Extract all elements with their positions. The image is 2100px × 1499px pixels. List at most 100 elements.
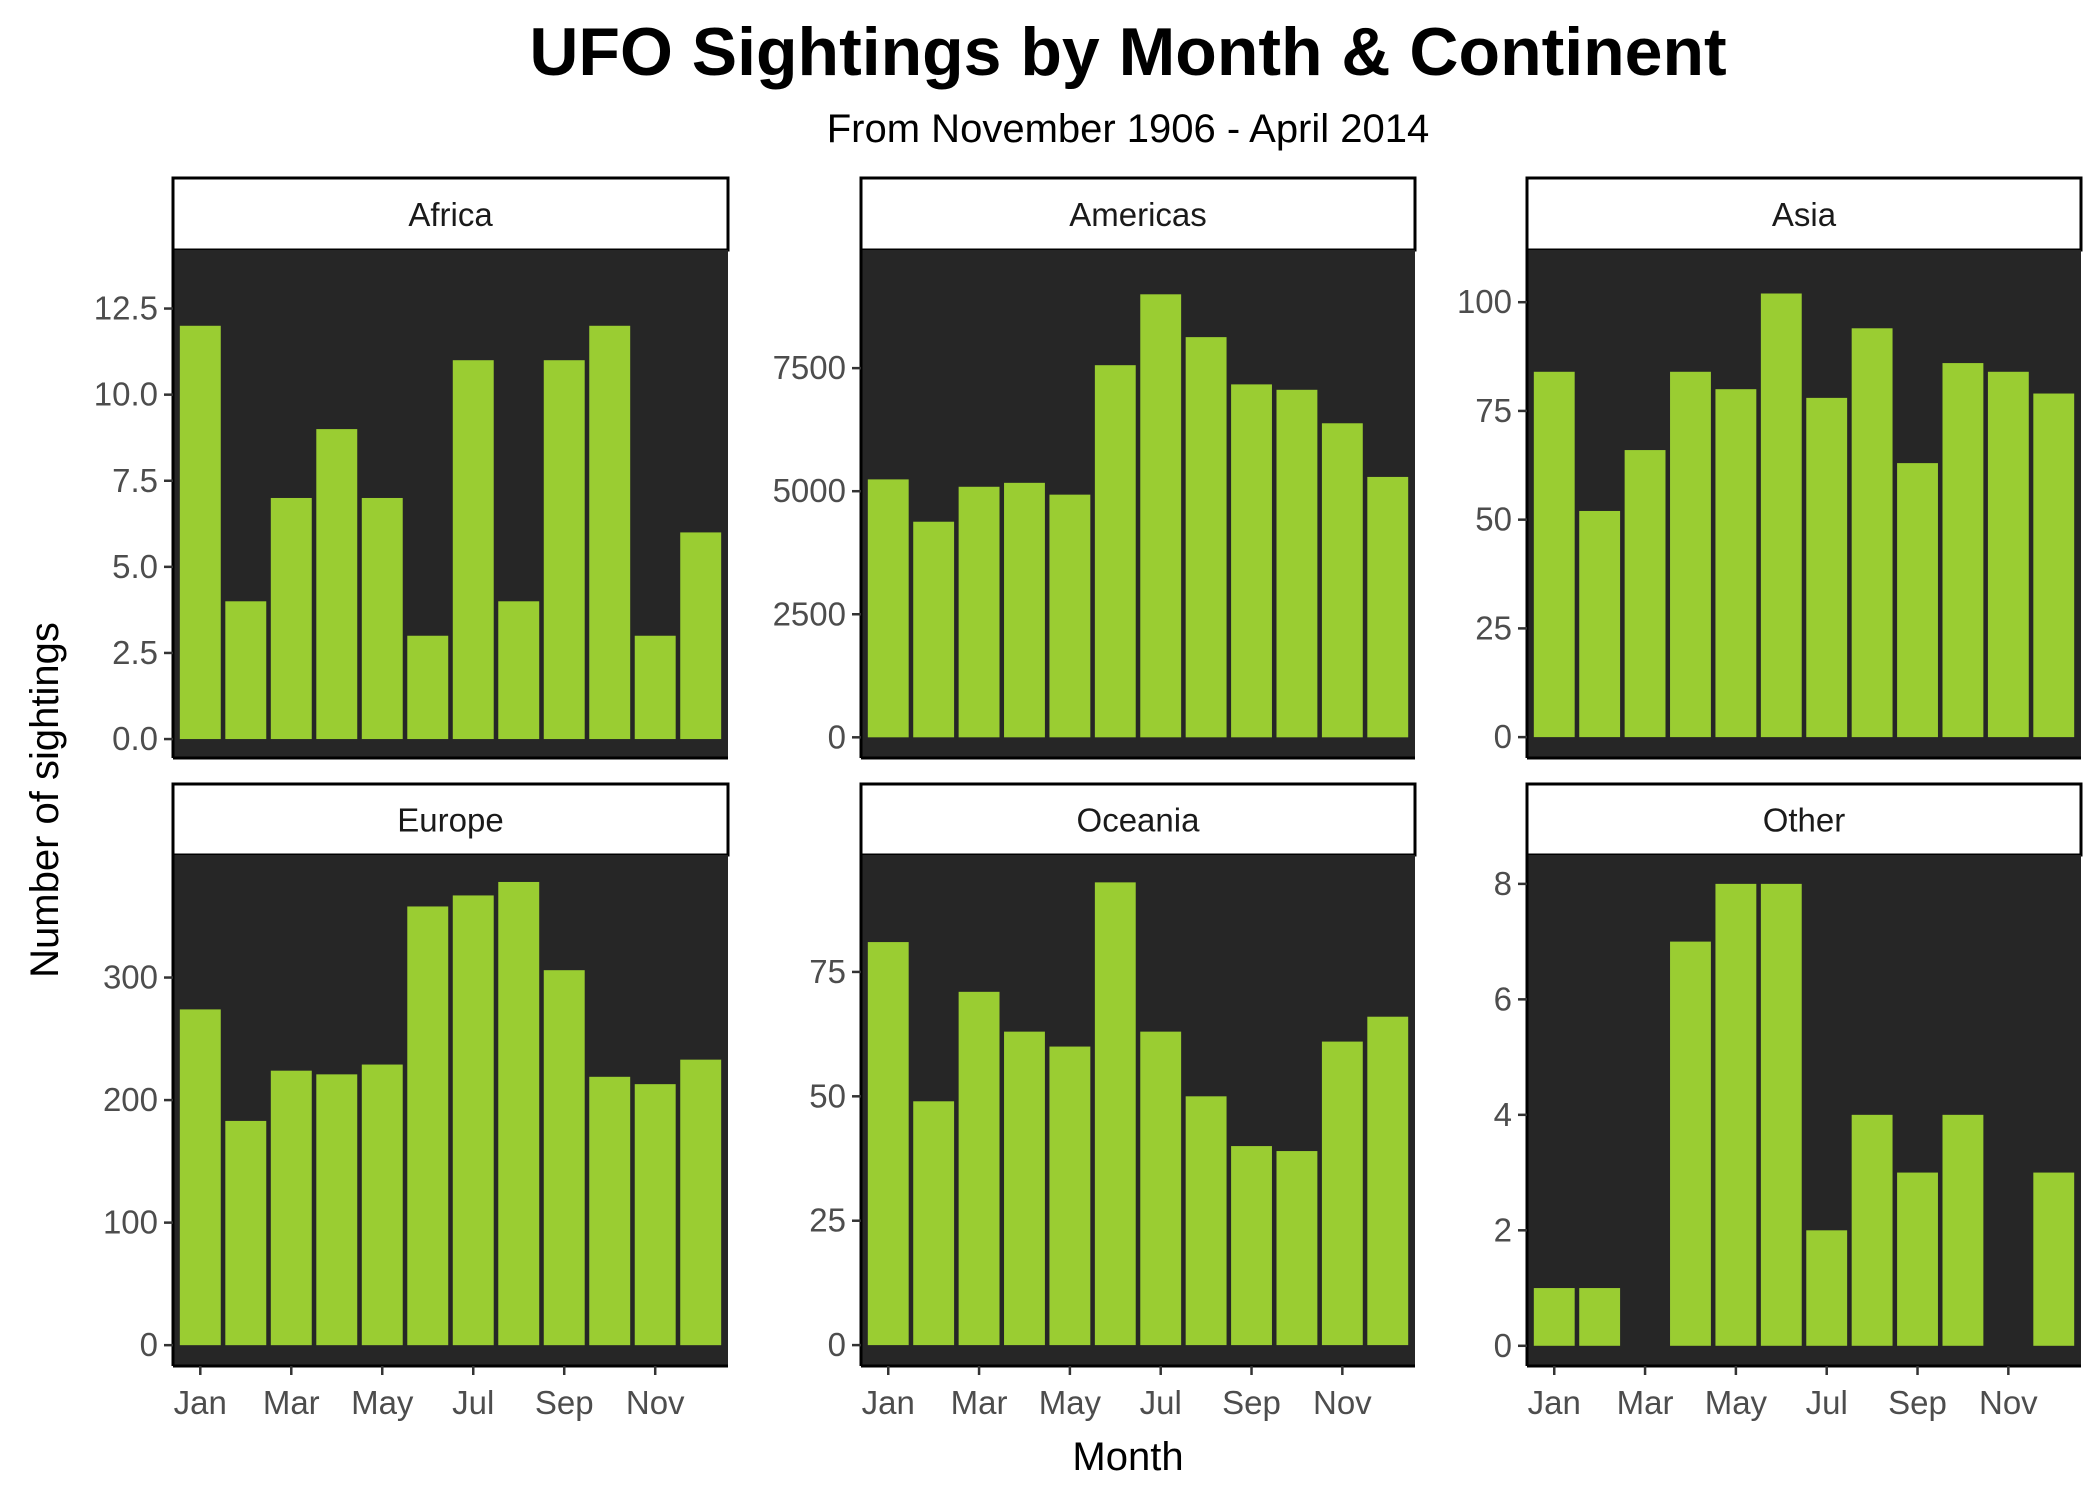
strip-other	[1525, 782, 2083, 857]
bar-americas-oct	[1276, 389, 1318, 738]
y-tick-label-europe: 100	[103, 1204, 158, 1241]
bar-other-sep	[1897, 1172, 1938, 1346]
x-tick-label-oceania: Jul	[1140, 1384, 1182, 1421]
strip-label-africa: Africa	[408, 196, 493, 233]
bar-other-apr	[1670, 941, 1711, 1346]
bar-other-feb	[1579, 1288, 1621, 1346]
y-tick-label-asia: 75	[1475, 392, 1512, 429]
y-tick-label-americas: 2500	[773, 595, 846, 632]
bar-americas-feb	[913, 521, 955, 738]
bar-asia-oct	[1942, 363, 1984, 738]
y-tick-label-africa: 7.5	[112, 462, 158, 499]
strip-europe	[171, 782, 730, 857]
y-tick-label-africa: 0.0	[112, 720, 158, 757]
bar-africa-oct	[589, 325, 631, 740]
bar-africa-jun	[407, 635, 449, 740]
bar-americas-aug	[1185, 337, 1227, 738]
bar-oceania-nov	[1321, 1041, 1363, 1346]
y-tick-label-other: 2	[1494, 1211, 1512, 1248]
x-tick-label-oceania: May	[1039, 1384, 1102, 1421]
x-tick-label-oceania: Mar	[951, 1384, 1008, 1421]
y-tick-label-asia: 50	[1475, 501, 1512, 538]
y-tick-label-oceania: 50	[809, 1077, 846, 1114]
panel-africa: Africa 0.0 2.5 5.0 7.5 10.0 12.5	[94, 176, 730, 760]
x-axis-title: Month	[1072, 1435, 1183, 1479]
bar-africa-apr	[316, 429, 358, 740]
bar-asia-jan	[1533, 371, 1575, 738]
bar-americas-jun	[1094, 365, 1136, 738]
bar-europe-feb	[225, 1120, 267, 1346]
bar-europe-nov	[634, 1084, 676, 1346]
bar-europe-sep	[543, 970, 585, 1346]
strip-asia	[1525, 176, 2083, 252]
y-tick-label-asia: 0	[1494, 718, 1512, 755]
strip-label-oceania: Oceania	[1077, 802, 1201, 839]
bar-other-jun	[1760, 883, 1802, 1346]
strip-label-other: Other	[1763, 802, 1846, 839]
bar-asia-mar	[1624, 450, 1666, 738]
x-tick-label-other: May	[1705, 1384, 1768, 1421]
bar-europe-aug	[498, 881, 540, 1346]
bar-americas-jul	[1140, 294, 1182, 738]
bar-europe-may	[361, 1064, 403, 1346]
bar-africa-jul	[452, 360, 494, 740]
x-tick-label-other: Jan	[1528, 1384, 1581, 1421]
y-tick-label-europe: 0	[140, 1326, 158, 1363]
y-tick-label-oceania: 0	[828, 1326, 846, 1363]
bar-americas-sep	[1231, 384, 1272, 738]
bar-asia-apr	[1670, 371, 1711, 738]
panel-oceania: Oceania 0 25 50 75 Jan Mar May Jul Sep Nov	[809, 782, 1417, 1421]
y-tick-label-oceania: 75	[809, 953, 846, 990]
bar-oceania-oct	[1276, 1151, 1318, 1346]
bar-asia-feb	[1579, 510, 1621, 738]
x-tick-label-other: Jul	[1806, 1384, 1848, 1421]
bar-americas-may	[1049, 494, 1091, 738]
panel-other: Other 0 2 4 6 8 Jan Mar May Jul Sep Nov	[1494, 782, 2083, 1421]
facet-panels: Africa0.02.55.07.510.012.5Americas025005…	[94, 176, 2083, 1421]
bar-oceania-jun	[1094, 882, 1136, 1346]
chart-subtitle: From November 1906 - April 2014	[827, 107, 1430, 151]
bar-europe-oct	[589, 1076, 631, 1346]
x-tick-label-europe: Mar	[263, 1384, 320, 1421]
bar-other-jul	[1806, 1230, 1848, 1346]
strip-oceania	[859, 782, 1417, 857]
x-tick-label-europe: Sep	[535, 1384, 594, 1421]
panel-americas: Americas 0 2500 5000 7500	[773, 176, 1417, 760]
strip-label-americas: Americas	[1069, 196, 1207, 233]
x-tick-label-oceania: Jan	[862, 1384, 915, 1421]
x-tick-label-europe: May	[351, 1384, 414, 1421]
y-tick-label-africa: 12.5	[94, 290, 158, 327]
bar-europe-jul	[452, 895, 494, 1346]
panel-asia: Asia 0 25 50 75 100	[1457, 176, 2083, 760]
panel-europe: Europe 0 100 200 300 Jan Mar May Jul Sep Nov	[103, 782, 730, 1421]
y-tick-label-other: 0	[1494, 1327, 1512, 1364]
bar-europe-apr	[316, 1074, 358, 1346]
y-tick-label-other: 8	[1494, 865, 1512, 902]
bar-africa-may	[361, 497, 403, 740]
bar-other-oct	[1942, 1114, 1984, 1346]
y-tick-label-oceania: 25	[809, 1202, 846, 1239]
x-tick-label-other: Mar	[1617, 1384, 1674, 1421]
x-tick-label-other: Nov	[1979, 1384, 2038, 1421]
x-tick-label-oceania: Nov	[1313, 1384, 1372, 1421]
bar-africa-aug	[498, 601, 540, 740]
y-tick-label-africa: 10.0	[94, 376, 158, 413]
y-tick-label-europe: 200	[103, 1081, 158, 1118]
bar-other-may	[1715, 883, 1757, 1346]
y-tick-label-americas: 7500	[773, 349, 846, 386]
y-tick-label-other: 4	[1494, 1096, 1512, 1133]
bar-oceania-jan	[867, 942, 909, 1346]
x-tick-label-europe: Jan	[174, 1384, 227, 1421]
bar-asia-dec	[2033, 393, 2075, 738]
bar-asia-sep	[1897, 463, 1938, 738]
bar-oceania-apr	[1004, 1031, 1045, 1346]
bar-oceania-dec	[1367, 1016, 1409, 1346]
bar-asia-may	[1715, 389, 1757, 738]
bar-oceania-jul	[1140, 1031, 1182, 1346]
x-tick-label-other: Sep	[1888, 1384, 1947, 1421]
bar-americas-dec	[1367, 476, 1409, 738]
bar-other-jan	[1533, 1288, 1575, 1346]
bar-other-dec	[2033, 1172, 2075, 1346]
